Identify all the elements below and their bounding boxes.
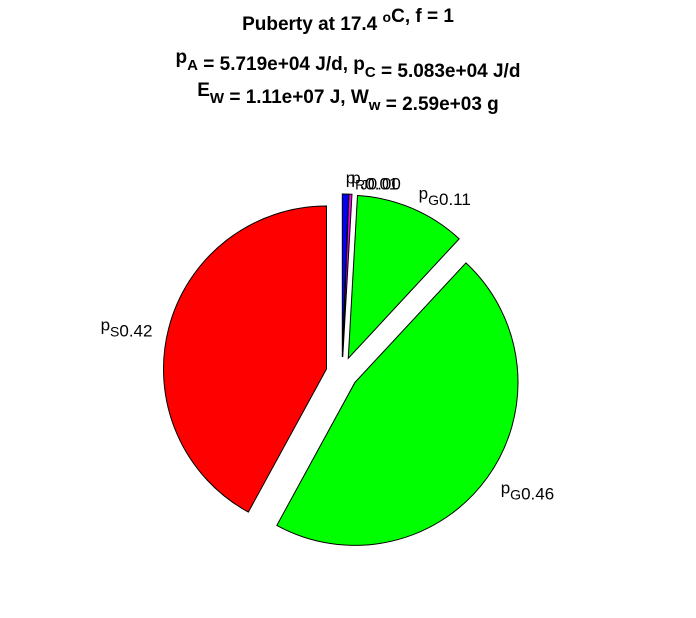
label-value: 0.11 xyxy=(439,190,471,209)
title-text: C, f = 1 xyxy=(391,6,454,27)
label-sub: G xyxy=(428,192,439,208)
label-name: p xyxy=(346,168,355,187)
slice-label: pS0.42 xyxy=(101,316,153,341)
label-sub: R xyxy=(355,176,365,192)
pie-slice xyxy=(276,262,519,546)
pie-slice xyxy=(342,193,353,358)
label-name: p xyxy=(101,316,110,335)
title-sub: C xyxy=(365,64,376,81)
title-text: Puberty at 17.4 xyxy=(242,14,382,35)
slice-label: pG0.46 xyxy=(501,478,554,503)
title-text: p xyxy=(176,47,188,68)
label-name: p xyxy=(351,169,360,188)
title-sub: W xyxy=(210,90,225,107)
chart-title: pA = 5.719e+04 J/d, pC = 5.083e+04 J/d xyxy=(176,47,521,82)
pie-slice xyxy=(347,195,460,360)
slice-label: pG0.11 xyxy=(419,184,471,209)
title-text: = 5.719e+04 J/d, p xyxy=(198,54,365,75)
label-value: 0.01 xyxy=(365,174,398,193)
label-sub: G xyxy=(510,486,521,502)
label-value: 0.42 xyxy=(119,322,152,341)
title-text: = 1.11e+07 J, W xyxy=(224,87,369,108)
title-text: = 2.59e+03 g xyxy=(380,94,498,115)
pie-slice xyxy=(163,205,327,513)
label-sub: J xyxy=(361,177,368,193)
label-value: 0.00 xyxy=(368,175,401,194)
label-sub: S xyxy=(110,324,119,340)
title-sub: A xyxy=(187,57,198,74)
label-name: p xyxy=(419,184,428,203)
label-name: p xyxy=(501,478,510,497)
chart-title: EW = 1.11e+07 J, Ww = 2.59e+03 g xyxy=(197,80,499,115)
title-text: E xyxy=(197,80,210,101)
slice-label: pJ0.00 xyxy=(351,169,401,194)
title-sub: w xyxy=(368,97,381,114)
chart-title: Puberty at 17.4 oC, f = 1 xyxy=(242,6,454,35)
slice-label: pR0.01 xyxy=(346,168,399,193)
title-text: = 5.083e+04 J/d xyxy=(376,61,521,82)
title-sup: o xyxy=(383,9,392,25)
label-value: 0.46 xyxy=(521,484,554,503)
